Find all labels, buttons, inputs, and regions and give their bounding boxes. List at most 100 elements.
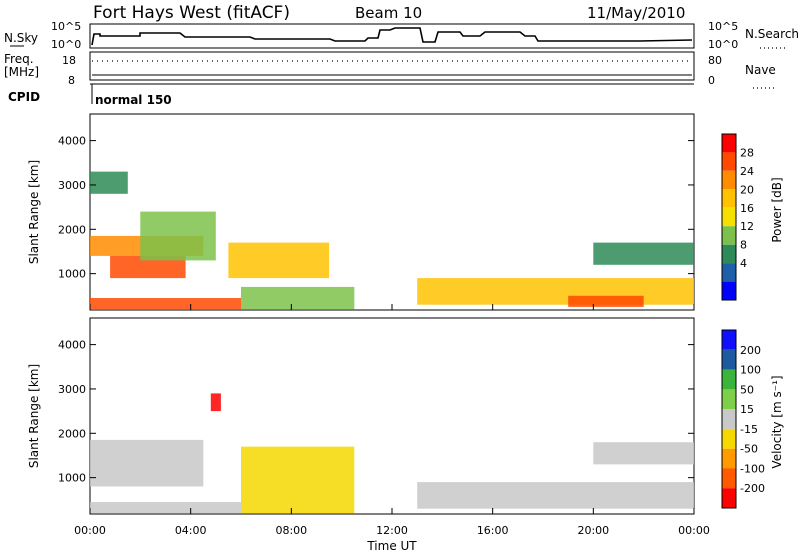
- xtick-label-2: 08:00: [275, 524, 307, 537]
- radar-title: Fort Hays West (fitACF): [93, 3, 290, 23]
- velocity-region-3: [241, 446, 355, 514]
- power-colorbar-tick-0: 28: [740, 146, 754, 159]
- power-region-9: [90, 171, 128, 194]
- noise-panel: [89, 23, 695, 49]
- freq-panel: [89, 51, 695, 81]
- power-colorbar-swatch-6: [722, 244, 736, 264]
- velocity-region-2: [210, 393, 221, 412]
- velocity-colorbar-swatch-4: [722, 409, 736, 429]
- xtick-label-1: 04:00: [175, 524, 207, 537]
- velocity-colorbar-swatch-0: [722, 330, 736, 350]
- velocity-colorbar-frame: [721, 329, 737, 509]
- noise-sky-trace: [91, 27, 693, 46]
- freq-tick-low: 8: [68, 74, 75, 87]
- velocity-yaxis: 1000 2000 3000 4000: [58, 339, 694, 485]
- xtick-label-6: 00:00: [678, 524, 710, 537]
- velocity-colorbar-swatch-7: [722, 468, 736, 489]
- power-colorbar-tick-4: 12: [740, 220, 754, 233]
- nave-tick-high: 80: [708, 54, 722, 67]
- power-colorbar: 28 24 20 16 12 8 4: [721, 133, 754, 301]
- velocity-region-0: [90, 439, 204, 487]
- power-region-5: [241, 286, 355, 310]
- time-axis: 00:00 04:00 08:00 12:00 16:00 20:00 00:00: [74, 304, 710, 537]
- power-colorbar-swatch-4: [722, 207, 736, 227]
- velocity-colorbar-label: Velocity [m s⁻¹]: [770, 375, 784, 468]
- velocity-colorbar-swatch-6: [722, 448, 736, 469]
- power-ytick-label-2: 3000: [58, 179, 86, 192]
- nave-tick-low: 0: [708, 74, 715, 87]
- velocity-panel-frame: [89, 317, 695, 515]
- power-region-6: [417, 278, 694, 305]
- power-colorbar-swatch-2: [722, 170, 736, 190]
- power-colorbar-tick-5: 8: [740, 239, 747, 252]
- velocity-colorbar: 200 100 50 15 -15 -50 -100 -200: [721, 329, 765, 509]
- power-colorbar-swatch-7: [722, 263, 736, 282]
- freq-tick-high: 18: [62, 54, 76, 67]
- velocity-colorbar-swatch-2: [722, 369, 736, 390]
- velocity-colorbar-swatch-5: [722, 428, 736, 449]
- velocity-region-4: [417, 482, 694, 509]
- power-colorbar-swatch-5: [722, 226, 736, 245]
- power-colorbar-swatch-3: [722, 189, 736, 208]
- velocity-region-5: [593, 442, 694, 465]
- power-region-1: [110, 255, 186, 279]
- xtick-label-5: 20:00: [577, 524, 609, 537]
- power-colorbar-tick-3: 16: [740, 202, 754, 215]
- beam-title: Beam 10: [355, 4, 422, 22]
- velocity-colorbar-tick-1: 100: [740, 364, 761, 377]
- velocity-colorbar-swatch-8: [722, 488, 736, 508]
- cpid-label: CPID: [8, 90, 40, 104]
- power-ylabel: Slant Range [km]: [27, 160, 41, 264]
- freq-unit: [MHz]: [4, 65, 39, 79]
- power-heatmap: [90, 171, 694, 310]
- nsky-label: N.Sky: [4, 31, 38, 45]
- noise-tick-low-right: 10^0: [708, 38, 738, 51]
- velocity-colorbar-tick-4: -15: [740, 423, 758, 436]
- velocity-colorbar-tick-2: 50: [740, 383, 754, 396]
- xtick-label-0: 00:00: [74, 524, 106, 537]
- freq-label: Freq.: [4, 52, 34, 66]
- nave-label: Nave: [745, 63, 776, 77]
- power-colorbar-label: Power [dB]: [770, 177, 784, 242]
- velocity-colorbar-swatch-1: [722, 349, 736, 370]
- power-ytick-label-3: 4000: [58, 135, 86, 148]
- noise-tick-high-right: 10^5: [708, 20, 738, 33]
- power-colorbar-tick-2: 20: [740, 183, 754, 196]
- power-ytick-label-1: 2000: [58, 223, 86, 236]
- xtick-label-3: 12:00: [376, 524, 408, 537]
- power-region-8: [593, 242, 694, 265]
- velocity-colorbar-tick-7: -200: [740, 482, 765, 495]
- time-axis-label: Time UT: [366, 539, 417, 553]
- date-title: 11/May/2010: [587, 4, 685, 22]
- power-colorbar-tick-1: 24: [740, 165, 754, 178]
- nsearch-label: N.Search: [745, 27, 799, 41]
- velocity-colorbar-swatch-3: [722, 389, 736, 410]
- power-colorbar-swatch-1: [722, 152, 736, 171]
- velocity-colorbar-tick-5: -50: [740, 443, 758, 456]
- noise-tick-high: 10^5: [51, 20, 81, 33]
- velocity-region-1: [90, 502, 241, 514]
- power-region-2: [140, 211, 216, 261]
- velocity-ytick-label-1: 2000: [58, 427, 86, 440]
- power-region-3: [90, 298, 241, 310]
- velocity-ytick-label-2: 3000: [58, 383, 86, 396]
- velocity-colorbar-tick-6: -100: [740, 462, 765, 475]
- power-colorbar-frame: [721, 133, 737, 301]
- velocity-colorbar-tick-0: 200: [740, 344, 761, 357]
- power-region-4: [228, 242, 330, 279]
- velocity-colorbar-tick-3: 15: [740, 403, 754, 416]
- power-colorbar-tick-6: 4: [740, 257, 747, 270]
- velocity-ytick-label-3: 4000: [58, 339, 86, 352]
- power-yaxis: 1000 2000 3000 4000: [58, 135, 694, 281]
- velocity-heatmap: [90, 393, 694, 514]
- velocity-ylabel: Slant Range [km]: [27, 364, 41, 468]
- power-ytick-label-0: 1000: [58, 268, 86, 281]
- xtick-label-4: 16:00: [477, 524, 509, 537]
- power-colorbar-swatch-8: [722, 281, 736, 300]
- cpid-value: normal 150: [95, 93, 172, 107]
- power-colorbar-swatch-0: [722, 134, 736, 153]
- velocity-ytick-label-0: 1000: [58, 472, 86, 485]
- noise-tick-low: 10^0: [51, 38, 81, 51]
- power-region-7: [568, 295, 644, 307]
